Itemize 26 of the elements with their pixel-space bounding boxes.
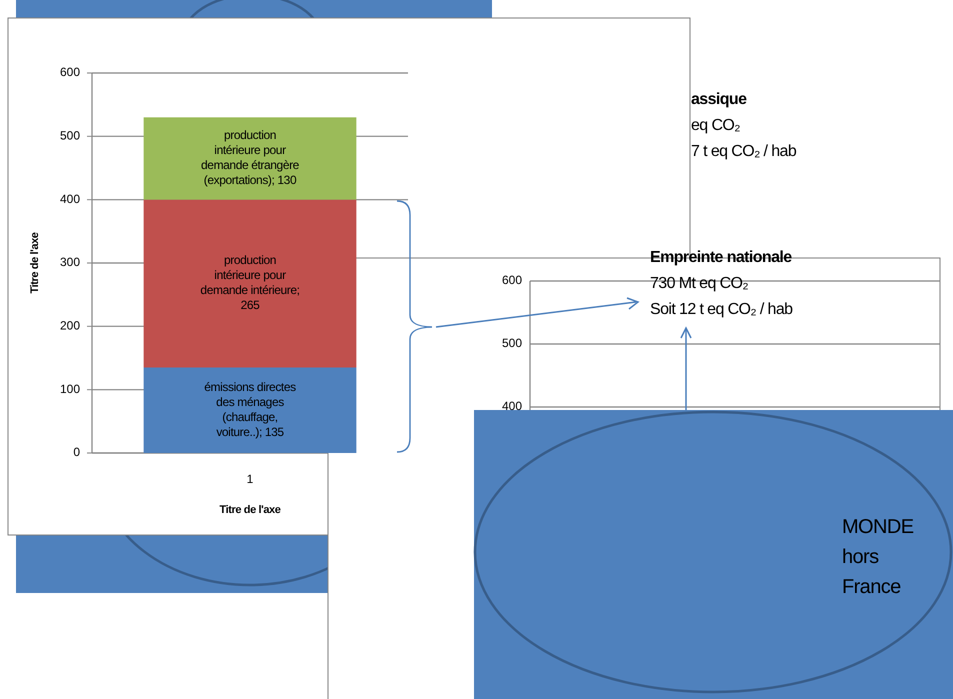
text: MONDE hors France (842, 516, 914, 598)
data-label: production intérieure pour demande étrangère (exportations); 130 (201, 128, 300, 188)
x-axis-title: Titre de l'axe (219, 504, 281, 516)
data-label: production intérieure pour demande intérieure; 265 (200, 253, 300, 312)
text: eq CO₂ (691, 117, 740, 134)
text: 400 (502, 399, 522, 414)
y-tick-label: 500 (60, 128, 80, 143)
text: Empreinte nationale (650, 249, 792, 266)
x-tick-label: 1 (246, 472, 254, 486)
text: 500 (502, 336, 522, 350)
bar (144, 200, 356, 368)
text: Soit 12 t eq CO₂ / hab (650, 301, 794, 318)
y-tick-label: 100 (60, 382, 80, 396)
text: 600 (502, 273, 522, 288)
y-tick-label: 300 (60, 255, 80, 270)
y-tick-label: 200 (60, 318, 80, 333)
bar (144, 368, 356, 453)
y-axis-title: Titre de l'axe (28, 232, 41, 294)
data-label: émissions directes des ménages (chauffage, voiture..); 135 (204, 380, 296, 439)
y-tick-label: 400 (60, 192, 80, 206)
text: 730 Mt eq CO₂ (650, 275, 748, 292)
bar (144, 117, 356, 200)
y-tick-label: 600 (60, 65, 80, 80)
y-tick-label: 0 (73, 445, 80, 460)
text: assique (691, 91, 748, 108)
text: 7 t eq CO₂ / hab (691, 143, 797, 160)
